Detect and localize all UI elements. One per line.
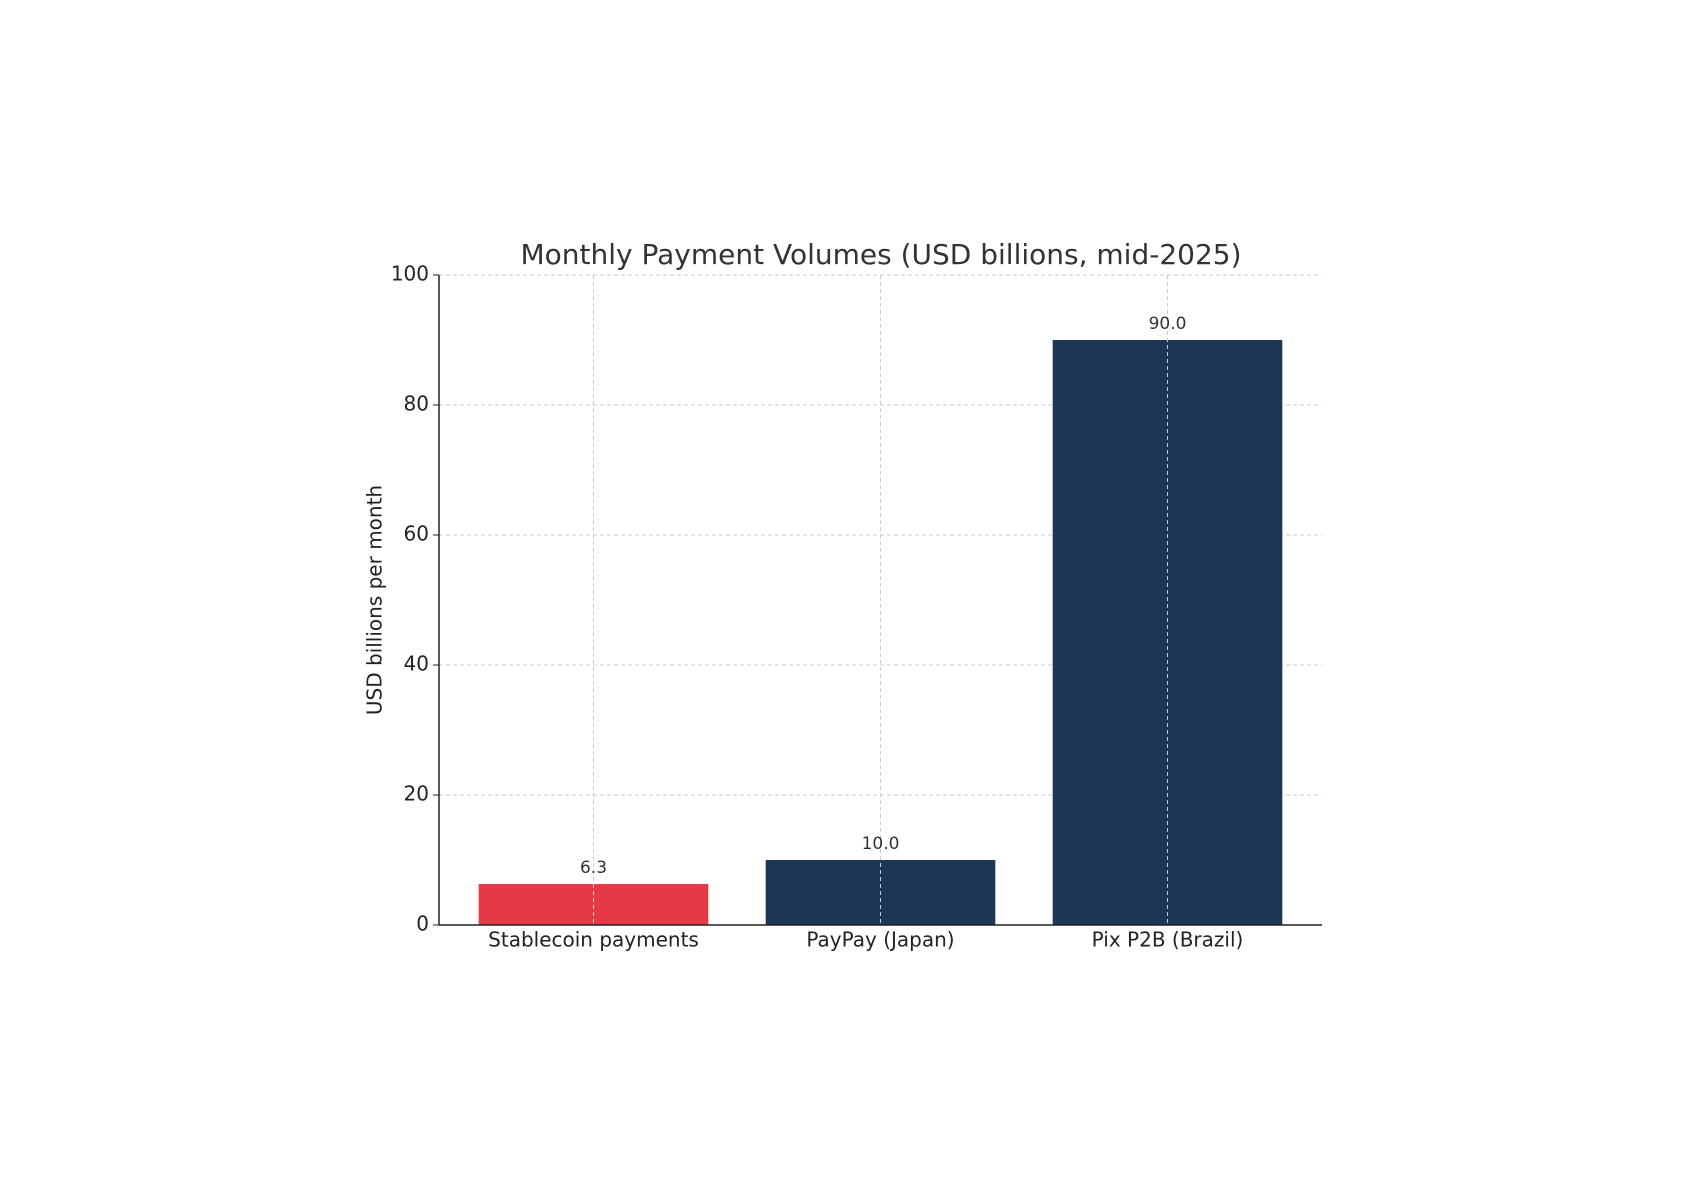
y-tick-label: 20 bbox=[404, 782, 429, 806]
bar bbox=[478, 884, 709, 925]
y-tick-label: 80 bbox=[404, 392, 429, 416]
value-label: 6.3 bbox=[580, 858, 607, 878]
y-tick-label: 40 bbox=[404, 652, 429, 676]
y-tick-label: 0 bbox=[416, 912, 429, 936]
x-tick-label: Stablecoin payments bbox=[488, 928, 699, 952]
value-label: 10.0 bbox=[862, 834, 900, 854]
x-tick-label: PayPay (Japan) bbox=[806, 928, 954, 952]
x-tick-label: Pix P2B (Brazil) bbox=[1092, 928, 1244, 952]
y-axis-label: USD billions per month bbox=[363, 485, 387, 715]
chart-title: Monthly Payment Volumes (USD billions, m… bbox=[520, 238, 1241, 271]
y-tick-label: 60 bbox=[404, 522, 429, 546]
y-tick-label: 100 bbox=[391, 262, 429, 286]
value-label: 90.0 bbox=[1149, 314, 1187, 334]
